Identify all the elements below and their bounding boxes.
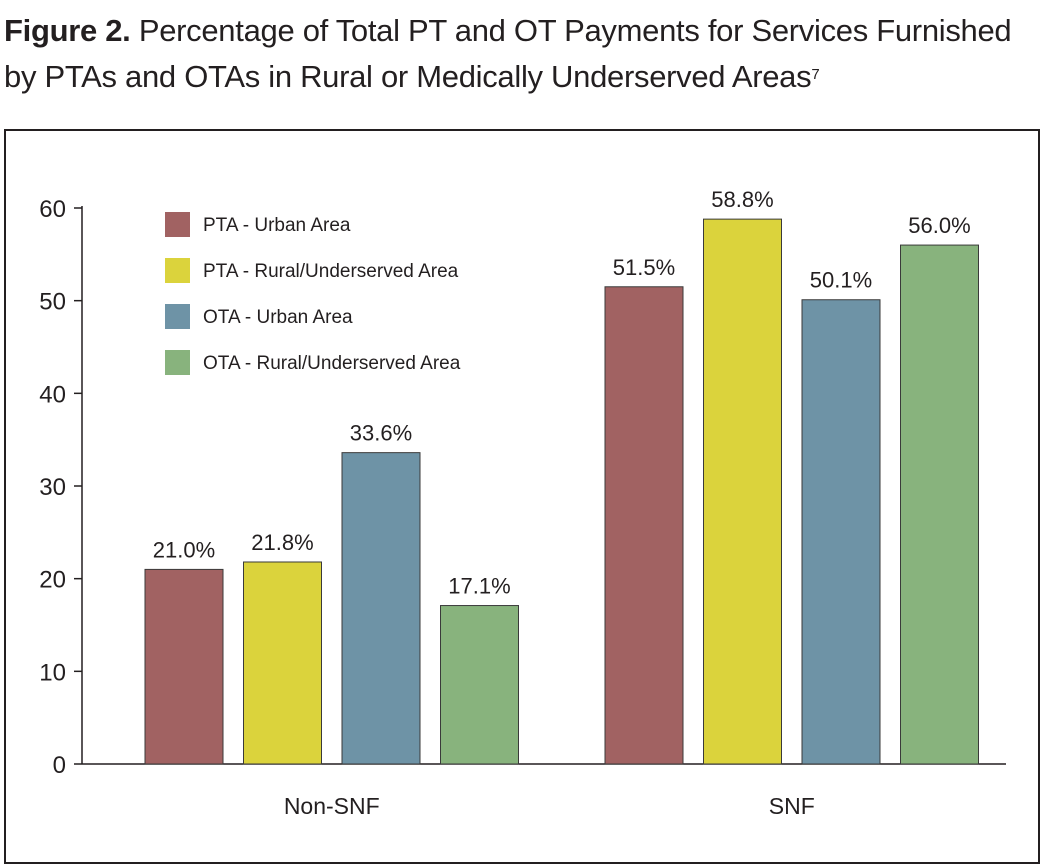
bar-ota-urban-area-snf [801, 299, 881, 765]
y-tick-label: 20 [39, 567, 66, 594]
chart-frame [4, 129, 1040, 864]
y-axis: 0 10 20 30 40 50 60 [39, 196, 83, 779]
bar-pta-urban-area-snf [604, 286, 684, 765]
x-axis: Non-SNF SNF [82, 763, 1006, 819]
bar-value-label: 51.5% [613, 255, 675, 280]
bar-ota-urban-area-non-snf [341, 452, 421, 765]
legend-label-pta-rural-underserved-area: PTA - Rural/Underserved Area [203, 261, 459, 282]
figure-title-text-1: Percentage of Total PT and OT Payments f… [138, 13, 1012, 48]
bar-value-label: 50.1% [810, 268, 872, 293]
bar-value-label: 33.6% [350, 421, 412, 446]
category-label-snf: SNF [769, 793, 815, 819]
legend-label-ota-rural-underserved-area: OTA - Rural/Underserved Area [203, 353, 461, 374]
y-tick-label: 60 [39, 196, 66, 223]
legend-swatch-pta-rural-underserved-area [165, 258, 190, 283]
bar-pta-urban-area-non-snf [144, 568, 224, 765]
legend-swatch-ota-urban-area [165, 304, 190, 329]
bar-value-label: 17.1% [448, 574, 510, 599]
bars: 21.0% 51.5% 21.8% 58.8% 33.6% 50.1% 17.1% 56.0% [144, 187, 979, 765]
y-tick-label: 0 [53, 752, 66, 779]
category-label-non-snf: Non-SNF [284, 793, 380, 819]
y-tick-label: 10 [39, 659, 66, 686]
bar-ota-rural-underserved-area-snf [900, 244, 979, 765]
figure-number: Figure 2. [4, 13, 131, 48]
y-tick-label: 40 [39, 381, 66, 408]
bar-value-label: 58.8% [711, 187, 773, 212]
figure-title-line-2: by PTAs and OTAs in Rural or Medically U… [4, 54, 1040, 100]
figure-title-text-2: by PTAs and OTAs in Rural or Medically U… [4, 59, 812, 94]
footnote-marker: 7 [811, 66, 820, 83]
bar-value-label: 21.0% [153, 537, 215, 562]
bar-pta-rural-underserved-area-snf [703, 218, 782, 765]
bar-value-label: 56.0% [908, 213, 970, 238]
bar-value-label: 21.8% [251, 530, 313, 555]
legend-label-ota-urban-area: OTA - Urban Area [203, 307, 353, 328]
figure-title-line-1: Figure 2. Percentage of Total PT and OT … [4, 8, 1040, 54]
y-tick-label: 30 [39, 474, 66, 501]
bar-ota-rural-underserved-area-non-snf [440, 605, 519, 765]
figure-title: Figure 2. Percentage of Total PT and OT … [4, 8, 1040, 100]
legend-swatch-ota-rural-underserved-area [165, 350, 190, 375]
bar-pta-rural-underserved-area-non-snf [243, 561, 322, 765]
legend-swatch-pta-urban-area [165, 212, 190, 237]
legend: PTA - Urban Area PTA - Rural/Underserved … [165, 212, 461, 375]
legend-label-pta-urban-area: PTA - Urban Area [203, 215, 351, 236]
y-tick-label: 50 [39, 289, 66, 316]
